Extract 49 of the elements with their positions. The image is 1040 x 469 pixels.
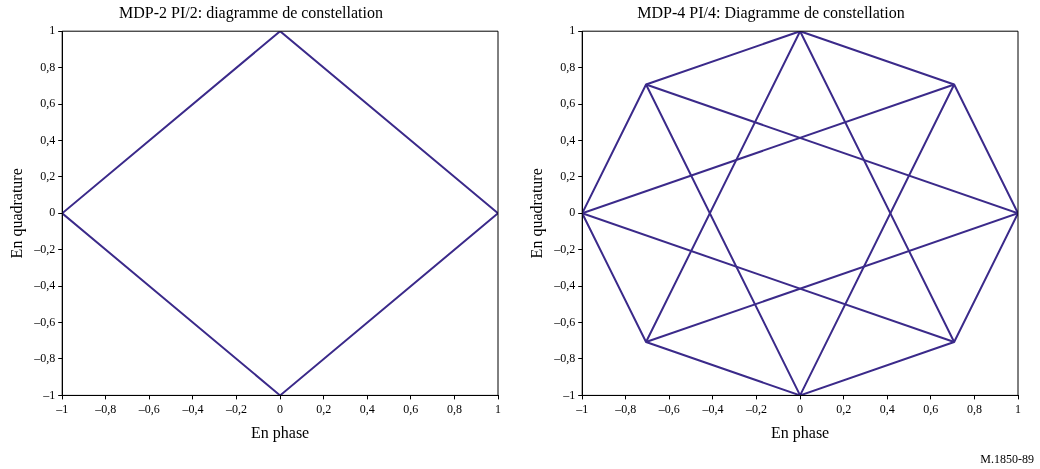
chart-title: MDP-4 PI/4: Diagramme de constellation: [637, 3, 905, 22]
x-tick-label: –0,6: [657, 401, 680, 416]
y-tick-label: 0: [569, 205, 576, 220]
x-tick-label: –0,2: [225, 401, 248, 416]
y-tick-label: 0,4: [560, 132, 576, 147]
y-tick-label: 0,2: [560, 169, 576, 184]
y-tick-label: –0,2: [33, 241, 56, 256]
y-tick-label: –0,6: [33, 314, 56, 329]
x-tick-label: 1: [1015, 401, 1021, 416]
x-axis-title: En phase: [251, 423, 310, 442]
y-tick-label: –0,4: [553, 278, 576, 293]
x-tick-label: –0,4: [181, 401, 204, 416]
x-axis-title: En phase: [771, 423, 830, 442]
y-tick-label: 0: [49, 205, 56, 220]
x-tick-label: –0,2: [745, 401, 768, 416]
y-tick-label: 0,8: [40, 59, 56, 74]
x-tick-label: 0,6: [923, 401, 939, 416]
y-tick-label: –0,8: [33, 351, 56, 366]
y-tick-label: 0,8: [560, 59, 576, 74]
x-tick-label: 0,8: [966, 401, 982, 416]
y-tick-label: –1: [562, 387, 576, 402]
text: M.1850-89: [980, 452, 1034, 467]
x-tick-label: 0,2: [316, 401, 332, 416]
y-tick-label: 1: [569, 23, 576, 38]
chart-title: MDP-2 PI/2: diagramme de constellation: [119, 3, 383, 22]
x-tick-label: –0,8: [614, 401, 637, 416]
y-tick-label: 0,6: [560, 96, 576, 111]
x-tick-label: 0,2: [836, 401, 852, 416]
y-axis-title: En quadrature: [527, 168, 546, 259]
y-tick-label: 0,6: [40, 96, 56, 111]
y-tick-label: –0,2: [553, 241, 576, 256]
x-tick-label: 0,4: [359, 401, 375, 416]
y-tick-label: –1: [42, 387, 56, 402]
y-tick-label: –0,4: [33, 278, 56, 293]
x-tick-label: 0: [797, 401, 804, 416]
x-tick-label: –0,8: [94, 401, 117, 416]
y-tick-label: –0,6: [553, 314, 576, 329]
x-tick-label: 0,4: [879, 401, 895, 416]
y-tick-label: 1: [49, 23, 56, 38]
x-tick-label: –0,4: [701, 401, 724, 416]
x-tick-label: 0: [277, 401, 284, 416]
y-tick-label: 0,2: [40, 169, 56, 184]
y-tick-label: 0,4: [40, 132, 56, 147]
x-tick-label: 0,8: [446, 401, 462, 416]
x-tick-label: –0,6: [137, 401, 160, 416]
x-tick-label: 0,6: [403, 401, 419, 416]
y-axis-title: En quadrature: [7, 168, 26, 259]
y-tick-label: –0,8: [553, 351, 576, 366]
x-tick-label: 1: [495, 401, 501, 416]
